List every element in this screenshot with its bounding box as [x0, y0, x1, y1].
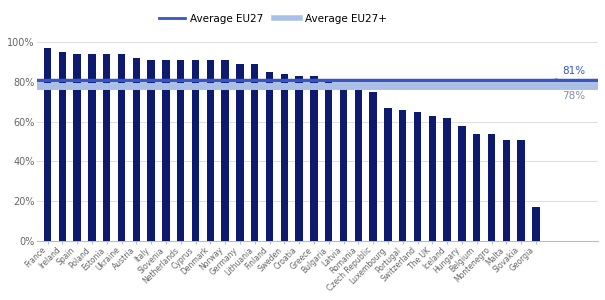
Bar — [473, 134, 480, 241]
Bar — [295, 76, 303, 241]
Text: 81%: 81% — [546, 66, 586, 80]
Bar — [414, 112, 421, 241]
Bar — [44, 48, 51, 241]
Bar — [384, 108, 391, 241]
Bar — [266, 72, 273, 241]
Bar — [251, 64, 258, 241]
Bar — [503, 140, 510, 241]
Bar — [517, 140, 525, 241]
Bar — [221, 60, 229, 241]
Text: 78%: 78% — [546, 85, 586, 100]
Bar — [118, 54, 125, 241]
Bar — [88, 54, 96, 241]
Bar — [103, 54, 111, 241]
Bar — [443, 118, 451, 241]
Bar — [532, 207, 540, 241]
Bar — [428, 116, 436, 241]
Bar — [192, 60, 199, 241]
Bar — [148, 60, 155, 241]
Bar — [59, 52, 66, 241]
Bar — [177, 60, 185, 241]
Bar — [355, 90, 362, 241]
Bar — [325, 80, 332, 241]
Bar — [370, 92, 377, 241]
Bar — [73, 54, 81, 241]
Bar — [281, 74, 288, 241]
Bar — [132, 58, 140, 241]
Bar — [207, 60, 214, 241]
Bar — [340, 88, 347, 241]
Bar — [488, 134, 495, 241]
Bar — [162, 60, 169, 241]
Bar — [399, 110, 407, 241]
Legend: Average EU27, Average EU27+: Average EU27, Average EU27+ — [155, 10, 391, 28]
Bar — [458, 126, 466, 241]
Bar — [236, 64, 244, 241]
Bar — [310, 76, 318, 241]
